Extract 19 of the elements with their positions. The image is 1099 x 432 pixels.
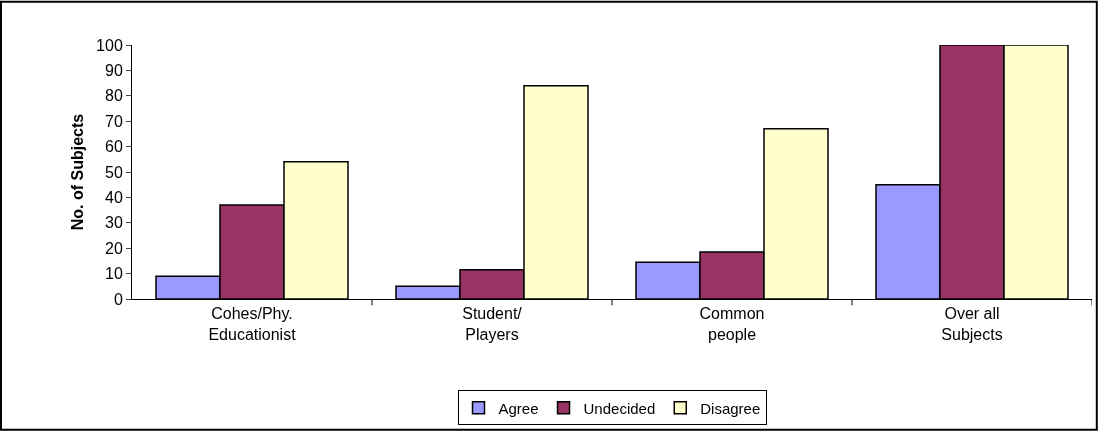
y-tick-label: 0 [113,290,123,308]
legend-label: Agree [498,399,539,417]
y-tick-label: 50 [105,163,123,181]
y-tick-label: 90 [105,62,123,79]
x-tick-label: Student/ Players [462,305,523,343]
y-tick-label: 80 [105,87,123,105]
y-tick-label: 60 [105,138,123,156]
legend-label: Undecided [583,399,656,417]
legend-label: Disagree [700,399,761,417]
x-tick-label: Over all Subjects [941,305,1003,343]
y-tick-label: 40 [105,189,123,206]
y-tick-label: 20 [105,239,123,257]
y-tick-label: 70 [105,112,123,130]
y-axis-title: No. of Subjects [69,113,86,231]
y-tick-label: 100 [96,36,123,54]
y-tick-label: 30 [105,214,123,232]
x-tick-label: Cohes/Phy. Educationist [208,305,297,343]
y-tick-label: 10 [105,265,123,283]
x-tick-label: Common people [699,305,765,343]
